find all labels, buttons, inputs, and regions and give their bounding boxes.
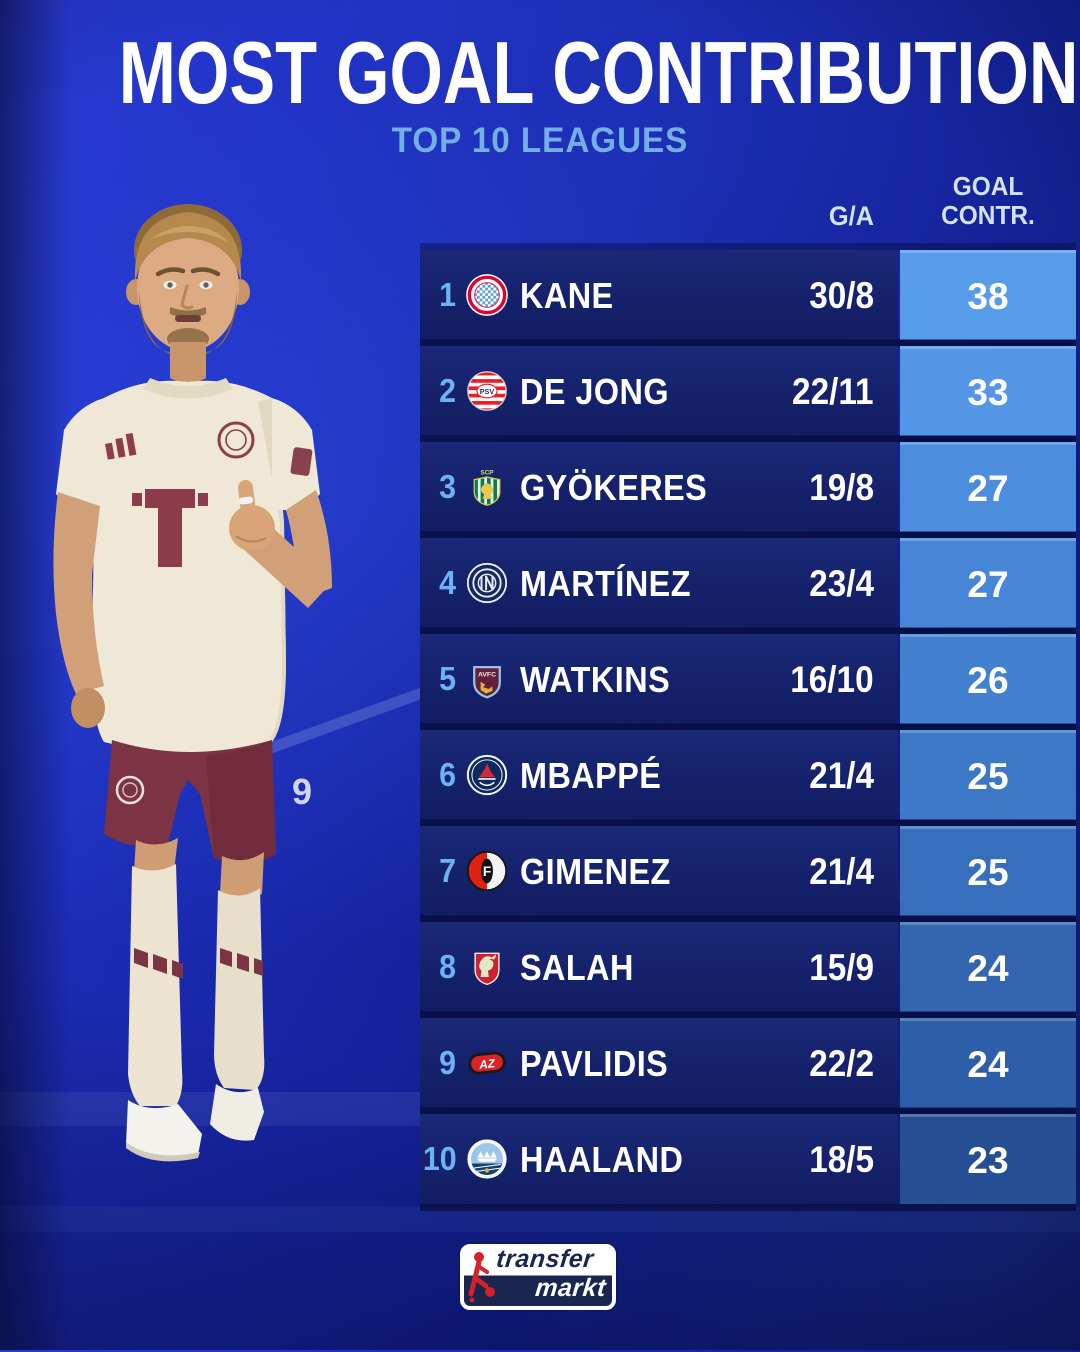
club-badge-inter-icon	[466, 562, 508, 604]
rank: 8	[439, 948, 456, 985]
player-name: PAVLIDIS	[520, 1043, 669, 1084]
row-main: 6 MBAPPÉ 21/4	[420, 730, 898, 820]
table-row: 3 SCP GYÖKERES 19/8 27	[420, 442, 1076, 532]
rank: 3	[439, 468, 456, 505]
player-name: SALAH	[520, 947, 634, 988]
player-name: MBAPPÉ	[520, 755, 662, 796]
goal-contr-value: 23	[900, 1114, 1076, 1204]
rank: 4	[439, 564, 456, 601]
page-subtitle: TOP 10 LEAGUES	[391, 121, 689, 160]
rank: 7	[439, 852, 456, 889]
rank: 9	[439, 1044, 456, 1081]
svg-text:AVFC: AVFC	[478, 671, 496, 678]
table-row: 7 F GIMENEZ 21/4 25	[420, 826, 1076, 916]
ga-value: 21/4	[809, 755, 874, 796]
page-title: MOST GOAL CONTRIBUTIONS	[118, 23, 1080, 122]
row-main: 3 SCP GYÖKERES 19/8	[420, 442, 898, 532]
ga-value: 23/4	[809, 563, 874, 604]
rank: 2	[439, 372, 456, 409]
club-badge-psg-icon	[466, 754, 508, 796]
rank: 10	[422, 1140, 457, 1177]
ga-value: 18/5	[809, 1139, 874, 1180]
column-header-goal: GOAL	[952, 171, 1024, 201]
goal-contr-value: 24	[900, 922, 1076, 1012]
svg-text:AZ: AZ	[478, 1056, 497, 1072]
ga-value: 19/8	[809, 467, 874, 508]
goal-contr-value: 38	[900, 250, 1076, 340]
ga-value: 21/4	[809, 851, 874, 892]
goal-contr-value: 27	[900, 442, 1076, 532]
row-main: 7 F GIMENEZ 21/4	[420, 826, 898, 916]
rank: 1	[439, 276, 456, 313]
row-main: 9 AZ PAVLIDIS 22/2	[420, 1018, 898, 1108]
rank: 6	[439, 756, 456, 793]
player-name: WATKINS	[520, 659, 671, 700]
column-header-contr: CONTR.	[941, 200, 1035, 230]
svg-text:PSV: PSV	[480, 387, 495, 396]
table-row: 1 KANE 30/8 38	[420, 250, 1076, 340]
table-row: 6 MBAPPÉ 21/4 25	[420, 730, 1076, 820]
goal-contr-value: 25	[900, 730, 1076, 820]
club-badge-bayern-icon	[466, 274, 508, 316]
ga-value: 16/10	[790, 659, 874, 700]
rank: 5	[439, 660, 456, 697]
club-badge-liverpool-icon	[466, 946, 508, 988]
row-main: 4 MARTÍNEZ 23/4	[420, 538, 898, 628]
player-name: GYÖKERES	[520, 467, 708, 508]
table-row: 5 AVFC WATKINS 16/10 26	[420, 634, 1076, 724]
table-row: 8 SALAH 15/9 24	[420, 922, 1076, 1012]
table-row: 10 HAALAND 18/5 23	[420, 1114, 1076, 1204]
goal-contr-value: 24	[900, 1018, 1076, 1108]
goal-contr-value: 25	[900, 826, 1076, 916]
club-badge-psv-icon: PSV	[466, 370, 508, 412]
ga-value: 30/8	[809, 275, 874, 316]
table-row: 9 AZ PAVLIDIS 22/2 24	[420, 1018, 1076, 1108]
club-badge-man-city-icon	[466, 1138, 508, 1180]
club-badge-sporting-icon: SCP	[466, 466, 508, 508]
club-badge-aston-villa-icon: AVFC	[466, 658, 508, 700]
row-main: 5 AVFC WATKINS 16/10	[420, 634, 898, 724]
goal-contr-value: 26	[900, 634, 1076, 724]
player-name: HAALAND	[520, 1139, 684, 1180]
goal-contr-value: 33	[900, 346, 1076, 436]
table-row: 4 MARTÍNEZ 23/4 27	[420, 538, 1076, 628]
player-name: KANE	[520, 275, 614, 316]
ga-value: 15/9	[809, 947, 874, 988]
row-main: 1 KANE 30/8	[420, 250, 898, 340]
svg-text:SCP: SCP	[480, 470, 494, 477]
ga-value: 22/2	[809, 1043, 874, 1084]
player-name: GIMENEZ	[520, 851, 671, 892]
club-badge-az-icon: AZ	[466, 1042, 508, 1084]
player-name: MARTÍNEZ	[520, 563, 691, 604]
svg-text:9: 9	[292, 771, 312, 812]
player-name: DE JONG	[520, 371, 669, 412]
row-main: 10 HAALAND 18/5	[420, 1114, 898, 1204]
goal-contr-value: 27	[900, 538, 1076, 628]
column-header-goal-contr: GOAL CONTR.	[905, 172, 1070, 230]
svg-text:F: F	[483, 864, 491, 879]
player-photo-harry-kane: 9	[53, 204, 332, 1162]
row-main: 8 SALAH 15/9	[420, 922, 898, 1012]
club-badge-feyenoord-icon: F	[466, 850, 508, 892]
transfermarkt-player-figure-icon	[468, 1252, 495, 1303]
row-main: 2 PSV DE JONG 22/11	[420, 346, 898, 436]
ga-value: 22/11	[792, 371, 874, 412]
table-row: 2 PSV DE JONG 22/11 33	[420, 346, 1076, 436]
column-header-ga: G/A	[828, 201, 874, 231]
transfermarkt-logo: transfer markt	[460, 1244, 616, 1310]
